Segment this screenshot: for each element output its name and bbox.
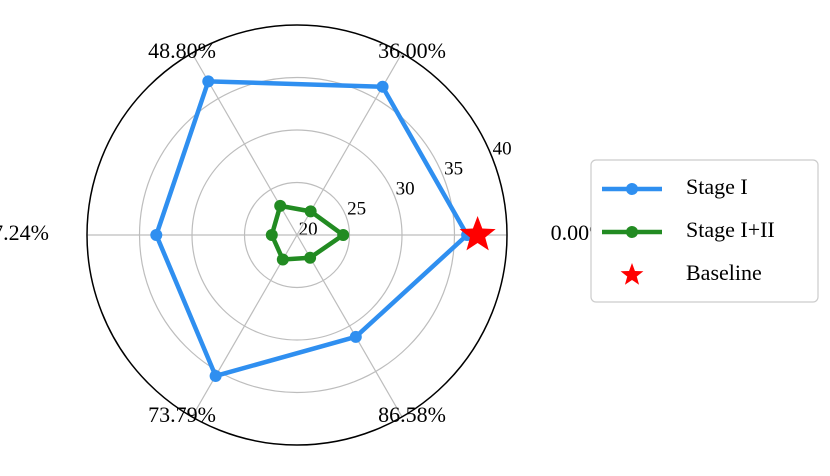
series-point <box>150 229 163 241</box>
legend-label: Baseline <box>686 260 762 285</box>
legend-label: Stage I+II <box>686 217 775 242</box>
spoke <box>191 234 298 418</box>
series-point <box>265 229 278 241</box>
legend-marker <box>626 183 638 195</box>
category-label: 67.24% <box>0 220 49 245</box>
series-point <box>349 330 362 343</box>
r-tick-label: 20 <box>299 219 318 240</box>
baseline-star <box>459 216 496 251</box>
r-tick-label: 35 <box>444 158 463 179</box>
series-point <box>209 369 222 382</box>
spoke <box>296 234 403 418</box>
outer-circle <box>86 24 508 446</box>
series-point <box>376 80 389 93</box>
r-tick-label: 40 <box>493 138 512 159</box>
legend-marker <box>626 226 638 238</box>
series-point <box>304 205 317 218</box>
legend-label: Stage I <box>686 174 748 199</box>
category-label: 73.79% <box>148 402 216 427</box>
category-label: 86.58% <box>378 402 446 427</box>
series-point <box>276 253 289 266</box>
series-point <box>274 199 287 212</box>
r-tick-label: 25 <box>347 199 366 220</box>
series-point <box>304 251 317 264</box>
legend-box <box>590 159 819 303</box>
legend-marker <box>620 263 644 285</box>
series-point <box>337 229 350 241</box>
r-tick-label: 30 <box>396 179 415 200</box>
series-point <box>202 75 215 88</box>
